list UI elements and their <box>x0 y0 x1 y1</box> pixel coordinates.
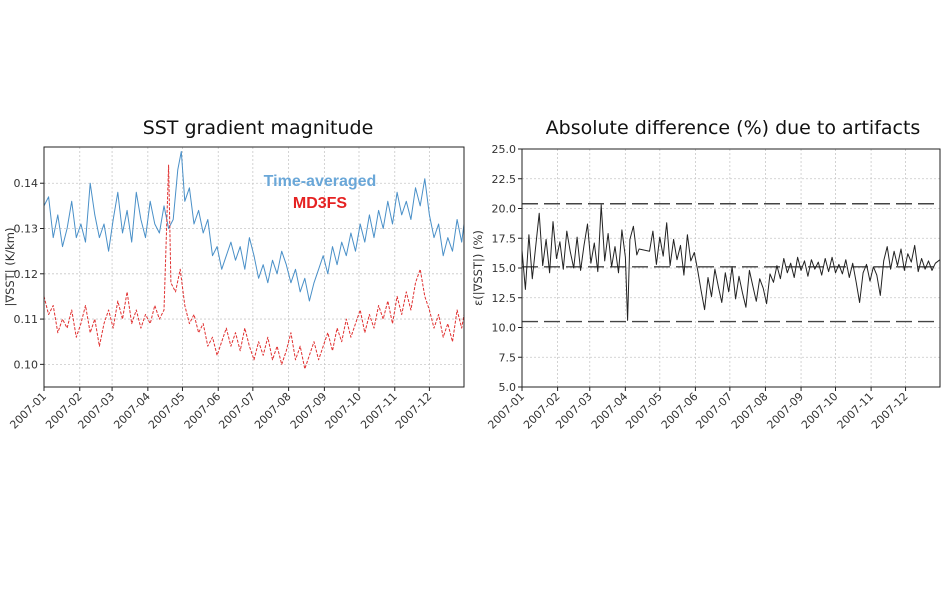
y-tick-label: 0.11 <box>14 313 39 326</box>
y-tick-label: 0.12 <box>14 268 39 281</box>
right-chart-x-ticks: 2007-012007-022007-032007-042007-052007-… <box>485 387 911 432</box>
legend-time-averaged: Time-averaged <box>264 173 377 190</box>
y-tick-label: 17.5 <box>492 232 517 245</box>
y-tick-label: 10.0 <box>492 322 517 335</box>
y-tick-label: 15.0 <box>492 262 517 275</box>
y-tick-label: 0.10 <box>14 358 39 371</box>
left-chart-frame <box>43 146 465 388</box>
x-tick-label: 2007-04 <box>111 390 153 432</box>
x-tick-label: 2007-09 <box>764 390 806 432</box>
x-tick-label: 2007-07 <box>693 390 735 432</box>
left-chart-series <box>43 151 465 370</box>
right-chart-reference-lines <box>522 203 940 323</box>
x-tick-label: 2007-04 <box>589 390 631 432</box>
series-line-time-averaged <box>43 151 465 302</box>
left-chart: SST gradient magnitude 0.100.110.120.130… <box>3 117 465 432</box>
series-line-md3fs <box>43 164 465 370</box>
x-tick-label: 2007-11 <box>835 390 877 432</box>
left-chart-y-axis-label: |∇SST| (K/km) <box>3 228 17 307</box>
y-tick-label: 12.5 <box>492 292 517 305</box>
x-tick-label: 2007-06 <box>182 390 224 432</box>
y-tick-label: 22.5 <box>492 173 517 186</box>
right-chart-y-ticks: 5.0 7.5 10.0 12.5 15.0 17.5 20.0 22.5 25.0 <box>492 143 522 394</box>
x-tick-label: 2007-10 <box>799 390 841 432</box>
legend-md3fs: MD3FS <box>293 195 348 212</box>
x-tick-label: 2007-10 <box>322 390 364 432</box>
y-tick-label: 25.0 <box>492 143 517 156</box>
right-chart-grid <box>521 148 940 388</box>
y-tick-label: 7.5 <box>499 351 517 364</box>
series-line-- <box>521 204 941 321</box>
x-tick-label: 2007-01 <box>7 390 49 432</box>
x-tick-label: 2007-05 <box>146 390 188 432</box>
y-tick-label: 20.0 <box>492 203 517 216</box>
x-tick-label: 2007-08 <box>729 390 771 432</box>
x-tick-label: 2007-11 <box>358 390 400 432</box>
y-tick-label: 0.13 <box>14 223 39 236</box>
right-chart-y-axis-label: ε(|∇SST|) (%) <box>471 230 485 306</box>
left-chart-title: SST gradient magnitude <box>143 117 374 139</box>
x-tick-label: 2007-05 <box>623 390 665 432</box>
x-tick-label: 2007-12 <box>393 390 435 432</box>
y-tick-label: 5.0 <box>499 381 517 394</box>
y-tick-label: 0.14 <box>14 177 39 190</box>
left-chart-x-ticks: 2007-012007-022007-032007-042007-052007-… <box>7 387 435 432</box>
x-tick-label: 2007-08 <box>252 390 294 432</box>
x-tick-label: 2007-01 <box>485 390 527 432</box>
x-tick-label: 2007-06 <box>659 390 701 432</box>
left-chart-grid <box>43 147 464 387</box>
right-chart-title: Absolute difference (%) due to artifacts <box>546 117 921 139</box>
x-tick-label: 2007-12 <box>869 390 911 432</box>
x-tick-label: 2007-09 <box>288 390 330 432</box>
right-chart-series <box>521 204 941 321</box>
left-chart-y-ticks: 0.10 0.11 0.12 0.13 0.14 <box>14 177 44 371</box>
right-chart: Absolute difference (%) due to artifacts… <box>471 117 941 432</box>
x-tick-label: 2007-07 <box>216 390 258 432</box>
